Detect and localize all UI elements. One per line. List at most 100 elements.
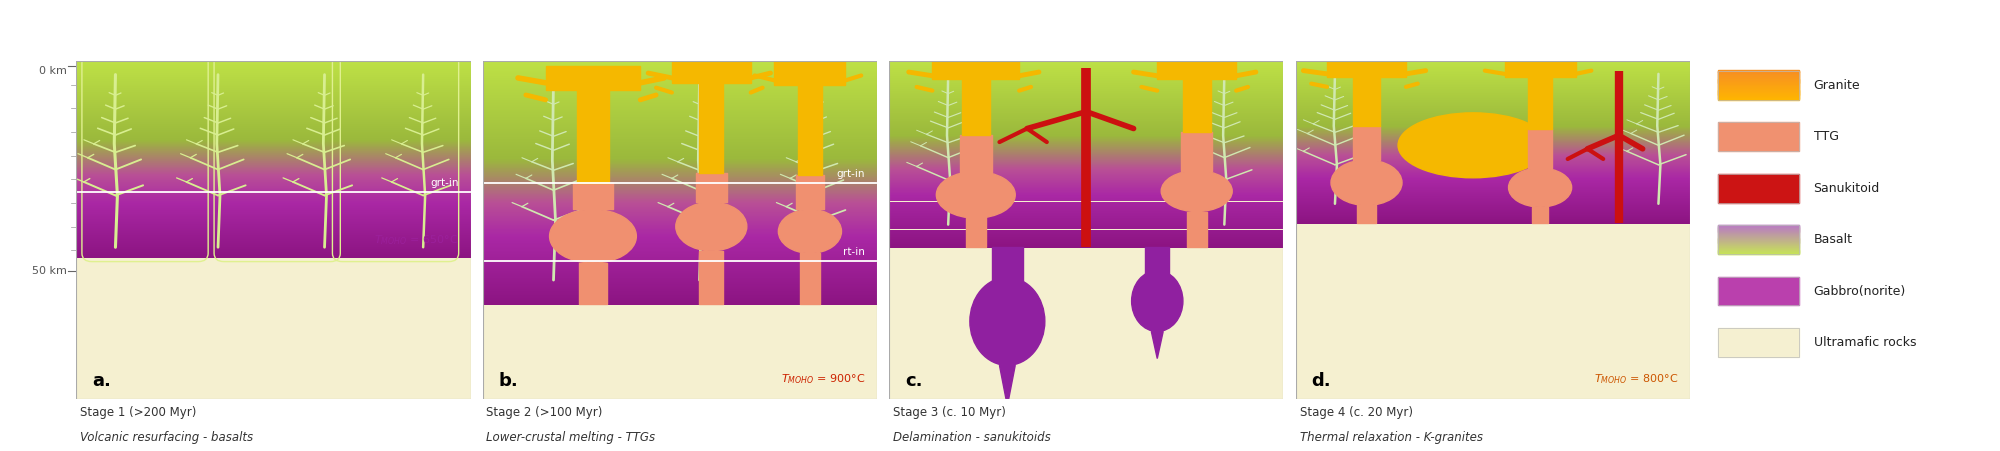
Bar — [1718, 245, 1800, 246]
Bar — [1718, 235, 1800, 236]
Bar — [1718, 87, 1800, 88]
Bar — [1718, 226, 1800, 228]
Ellipse shape — [936, 171, 1016, 218]
Ellipse shape — [676, 202, 746, 251]
Text: Stage 3 (c. 10 Myr): Stage 3 (c. 10 Myr) — [892, 406, 1006, 419]
Bar — [1718, 78, 1800, 79]
Bar — [1718, 97, 1800, 98]
Bar — [1718, 243, 1800, 244]
Bar — [546, 66, 640, 90]
Bar — [1718, 226, 1800, 227]
Polygon shape — [1152, 331, 1164, 359]
Bar — [1718, 123, 1800, 151]
Ellipse shape — [1132, 271, 1182, 331]
Bar — [1718, 77, 1800, 78]
Bar — [1718, 249, 1800, 250]
Bar — [1718, 89, 1800, 91]
Text: 0 km: 0 km — [40, 66, 66, 76]
Bar — [1718, 236, 1800, 237]
Ellipse shape — [1508, 168, 1572, 207]
Text: grt-in: grt-in — [430, 178, 458, 188]
Bar — [1718, 98, 1800, 99]
Bar — [1718, 74, 1800, 75]
Bar — [1718, 83, 1800, 84]
Bar — [932, 61, 1020, 79]
Bar — [1718, 245, 1800, 246]
Bar — [1718, 235, 1800, 236]
Bar — [1718, 76, 1800, 77]
Bar — [1718, 123, 1800, 151]
Bar — [1718, 87, 1800, 89]
Bar — [1718, 78, 1800, 80]
Bar — [1718, 242, 1800, 244]
Text: $\mathit{T}_{MOHO}$ = 800°C: $\mathit{T}_{MOHO}$ = 800°C — [1594, 372, 1678, 386]
Bar — [1718, 71, 1800, 100]
Bar — [1718, 226, 1800, 227]
Bar — [1718, 85, 1800, 86]
Bar — [1718, 81, 1800, 82]
Bar — [1718, 81, 1800, 83]
Bar — [1718, 230, 1800, 231]
Bar — [1718, 239, 1800, 241]
Bar — [1718, 85, 1800, 86]
Bar — [1718, 232, 1800, 233]
Bar — [1718, 246, 1800, 247]
Bar — [1718, 91, 1800, 92]
Text: a.: a. — [92, 372, 110, 390]
Bar — [1718, 84, 1800, 85]
Bar — [1718, 228, 1800, 229]
Bar — [1718, 225, 1800, 226]
Text: grt-in: grt-in — [836, 169, 866, 179]
Bar — [1718, 84, 1800, 85]
Bar — [1718, 230, 1800, 231]
Bar — [1718, 92, 1800, 93]
Bar — [1718, 92, 1800, 93]
Bar — [1718, 87, 1800, 88]
Text: Delamination - sanukitoids: Delamination - sanukitoids — [892, 431, 1050, 444]
Text: b.: b. — [498, 372, 518, 390]
Bar — [1718, 232, 1800, 234]
Bar — [1718, 95, 1800, 96]
Bar — [1718, 80, 1800, 82]
Bar — [1718, 75, 1800, 76]
Bar — [1718, 240, 1800, 241]
Text: Sanukitoid: Sanukitoid — [1814, 182, 1880, 195]
Bar — [1718, 252, 1800, 253]
Text: d.: d. — [1312, 372, 1330, 390]
Bar — [1718, 74, 1800, 75]
Bar — [1718, 231, 1800, 232]
Bar — [1718, 276, 1800, 305]
Bar — [1718, 233, 1800, 234]
Bar — [1718, 72, 1800, 74]
Bar — [1718, 88, 1800, 90]
Text: $\mathit{T}_{MOHO}$ = 650°C: $\mathit{T}_{MOHO}$ = 650°C — [374, 233, 458, 247]
Bar — [1718, 93, 1800, 94]
Bar — [1718, 240, 1800, 242]
Text: Stage 2 (>100 Myr): Stage 2 (>100 Myr) — [486, 406, 602, 419]
Text: $\mathit{T}_{MOHO}$ = 900°C: $\mathit{T}_{MOHO}$ = 900°C — [780, 372, 866, 386]
Text: Volcanic resurfacing - basalts: Volcanic resurfacing - basalts — [80, 431, 254, 444]
Bar — [1718, 95, 1800, 97]
Bar — [1718, 225, 1800, 226]
Bar — [1718, 82, 1800, 83]
Bar — [1718, 328, 1800, 357]
Text: c.: c. — [904, 372, 922, 390]
Bar — [1718, 247, 1800, 248]
Bar — [1718, 241, 1800, 242]
Bar — [1718, 97, 1800, 98]
Bar — [1718, 250, 1800, 251]
Bar — [1718, 86, 1800, 87]
Ellipse shape — [778, 209, 842, 253]
Text: Gabbro(norite): Gabbro(norite) — [1814, 285, 1906, 298]
Ellipse shape — [1398, 113, 1548, 178]
Text: TTG: TTG — [1814, 130, 1838, 143]
Bar — [1718, 225, 1800, 254]
Bar — [1718, 73, 1800, 74]
Bar — [1718, 247, 1800, 248]
Bar — [1718, 243, 1800, 244]
Bar — [1718, 248, 1800, 249]
Bar — [1718, 235, 1800, 237]
Bar — [1718, 227, 1800, 229]
Bar — [1718, 237, 1800, 238]
Bar — [1718, 234, 1800, 235]
